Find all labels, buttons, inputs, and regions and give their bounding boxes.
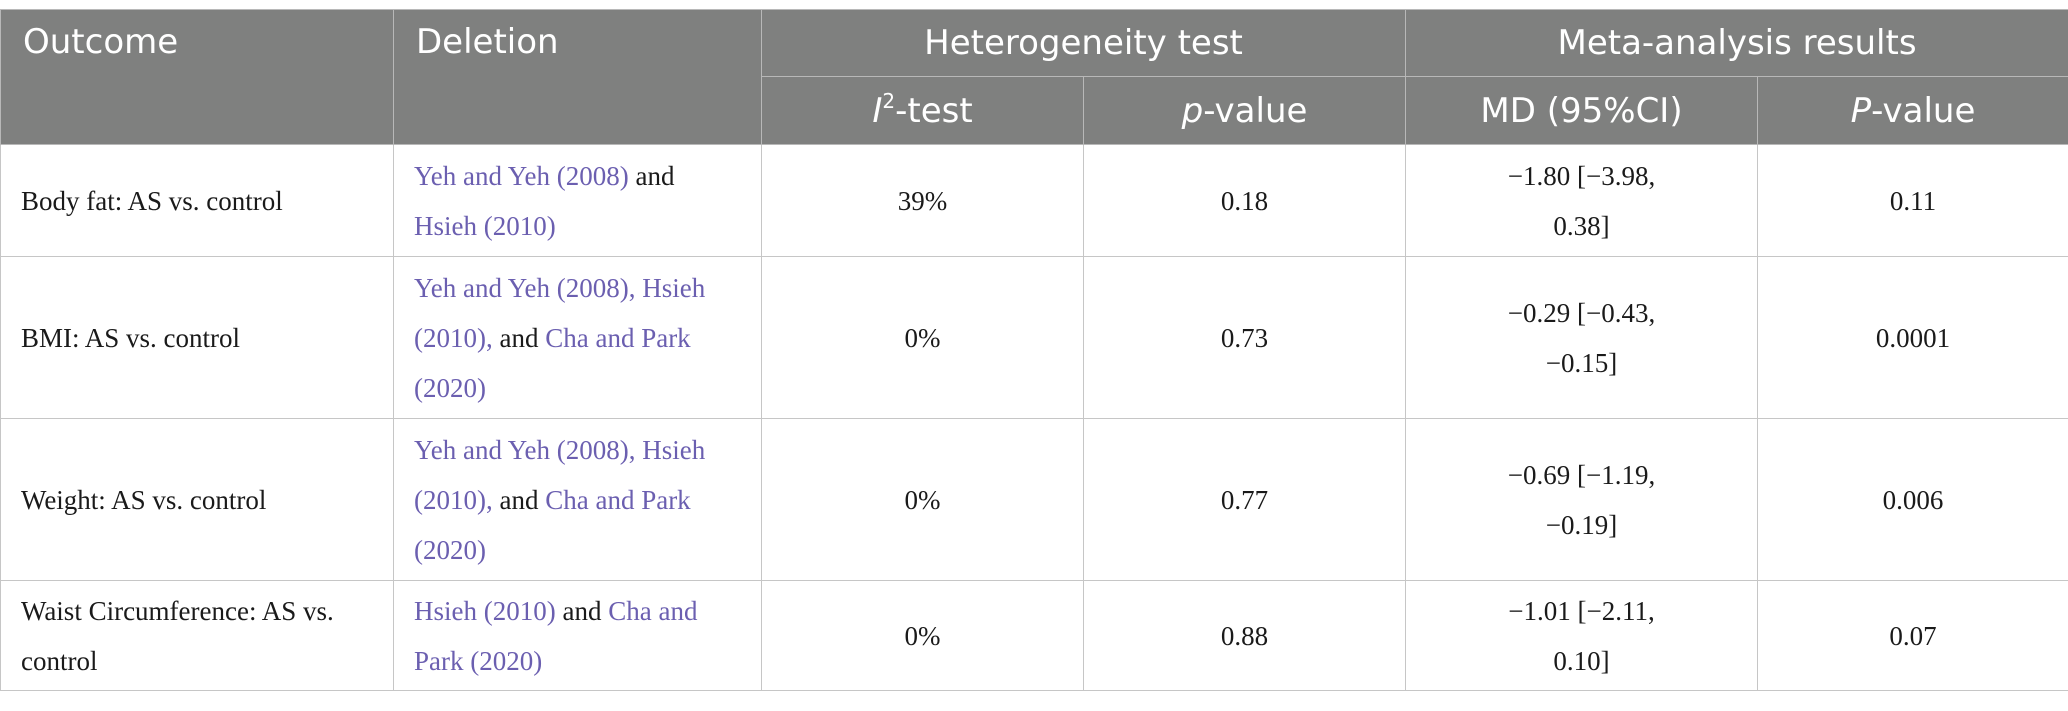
cell-outcome: Waist Circumference: AS vs. control — [0, 580, 394, 691]
cell-i2: 0% — [761, 580, 1084, 691]
cell-outcome: Weight: AS vs. control — [0, 418, 394, 581]
cell-p-value: 0.73 — [1082, 256, 1407, 419]
results-table: Outcome Deletion Heterogeneity test Meta… — [0, 9, 2068, 691]
cell-outcome: BMI: AS vs. control — [0, 256, 394, 419]
header-row-2: I2-test p-value MD (95%CI) P-value — [1, 76, 2068, 145]
deletion-text: and — [628, 160, 675, 191]
reference-link[interactable]: Cha and Park (2020) — [414, 595, 698, 676]
md-ci-value: −0.69 [−1.19, −0.19] — [1507, 459, 1656, 540]
header-outcome: Outcome — [0, 9, 394, 145]
cell-p-value: 0.88 — [1082, 580, 1407, 691]
deletion-text: and — [555, 595, 609, 626]
table-row: Body fat: AS vs. control Yeh and Yeh (200… — [0, 144, 2068, 257]
cell-md-ci: −0.29 [−0.43, −0.15] — [1405, 256, 1759, 419]
header-meta-analysis-results: Meta-analysis results — [1405, 9, 2068, 77]
deletion-text: and — [492, 484, 546, 515]
header-deletion: Deletion — [393, 9, 762, 145]
cell-deletion: Yeh and Yeh (2008), Hsieh (2010), and Ch… — [393, 256, 762, 419]
reference-link[interactable]: Hsieh (2010) — [414, 595, 556, 626]
header-md-ci: MD (95%CI) — [1405, 76, 1759, 145]
table-body: Body fat: AS vs. control Yeh and Yeh (200… — [0, 144, 2068, 691]
cell-P-value: 0.006 — [1757, 418, 2068, 581]
reference-link[interactable]: Yeh and Yeh (2008) — [414, 160, 629, 191]
cell-md-ci: −1.80 [−3.98, 0.38] — [1405, 144, 1759, 257]
cell-p-value: 0.77 — [1082, 418, 1407, 581]
md-ci-value: −0.29 [−0.43, −0.15] — [1507, 297, 1656, 378]
reference-link[interactable]: Yeh and Yeh (2008), Hsieh (2010), — [414, 434, 706, 515]
reference-link[interactable]: Yeh and Yeh (2008), Hsieh (2010), — [414, 272, 706, 353]
md-ci-value: −1.01 [−2.11, 0.10] — [1508, 595, 1655, 676]
cell-outcome: Body fat: AS vs. control — [0, 144, 394, 257]
cell-deletion: Hsieh (2010) and Cha and Park (2020) — [393, 580, 762, 691]
table-row: BMI: AS vs. control Yeh and Yeh (2008), H… — [0, 256, 2068, 419]
header-heterogeneity-test: Heterogeneity test — [760, 9, 1407, 77]
cell-P-value: 0.11 — [1757, 144, 2068, 257]
header-P-value: P-value — [1757, 76, 2068, 145]
cell-P-value: 0.0001 — [1757, 256, 2068, 419]
cell-P-value: 0.07 — [1757, 580, 2068, 691]
header-p-value: p-value — [1082, 76, 1407, 145]
reference-link[interactable]: Cha and Park (2020) — [414, 484, 691, 565]
table-row: Weight: AS vs. control Yeh and Yeh (2008)… — [0, 418, 2068, 581]
header-i2-test: I2-test — [761, 76, 1084, 145]
table-row: Waist Circumference: AS vs. control Hsieh… — [0, 580, 2068, 691]
deletion-text: and — [492, 322, 546, 353]
reference-link[interactable]: Cha and Park (2020) — [414, 322, 691, 403]
cell-i2: 39% — [761, 144, 1084, 257]
cell-i2: 0% — [761, 418, 1084, 581]
cell-deletion: Yeh and Yeh (2008) and Hsieh (2010) — [393, 144, 762, 257]
md-ci-value: −1.80 [−3.98, 0.38] — [1507, 160, 1656, 241]
cell-md-ci: −1.01 [−2.11, 0.10] — [1405, 580, 1759, 691]
cell-p-value: 0.18 — [1082, 144, 1407, 257]
header-row-1: Outcome Deletion Heterogeneity test Meta… — [0, 9, 2068, 145]
cell-md-ci: −0.69 [−1.19, −0.19] — [1405, 418, 1759, 581]
cell-i2: 0% — [761, 256, 1084, 419]
reference-link[interactable]: Hsieh (2010) — [414, 210, 556, 241]
cell-deletion: Yeh and Yeh (2008), Hsieh (2010), and Ch… — [393, 418, 762, 581]
